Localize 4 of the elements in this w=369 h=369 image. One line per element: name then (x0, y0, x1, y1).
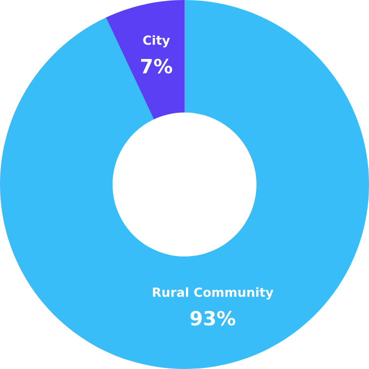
slice-label: City (143, 35, 170, 48)
data-label: 93% (190, 310, 236, 326)
slice-label: Rural Community (152, 287, 274, 300)
data-label: 7% (141, 58, 172, 74)
